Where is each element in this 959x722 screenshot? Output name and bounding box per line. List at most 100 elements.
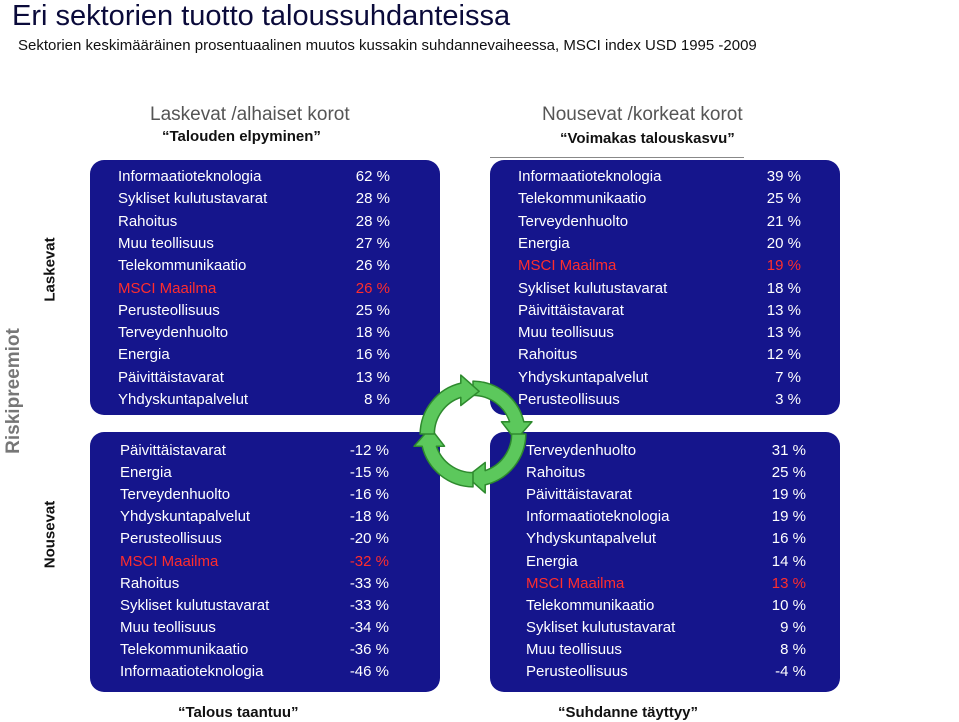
sector-name: Energia (518, 234, 570, 252)
sector-value: 31 % (771, 442, 806, 459)
sector-name: Telekommunikaatio (518, 190, 647, 208)
sector-row: Sykliset kulutustavarat 9 % (526, 617, 806, 639)
sector-value: 25 % (355, 301, 390, 319)
sector-name: Yhdyskuntapalvelut (120, 508, 251, 526)
sector-row: Päivittäistavarat 13 % (518, 300, 801, 322)
sector-row: Rahoitus 28 % (118, 211, 390, 233)
sector-name: Terveydenhuolto (120, 486, 231, 504)
sector-value: 39 % (766, 168, 801, 185)
sector-name: Sykliset kulutustavarat (118, 190, 268, 208)
risk-premium-axis-label: Riskipreemiot (3, 328, 24, 454)
sector-row: MSCI Maailma -32 % (120, 551, 389, 573)
sector-name: MSCI Maailma (526, 574, 625, 592)
sector-value: 3 % (775, 391, 801, 408)
sector-name: Sykliset kulutustavarat (120, 596, 270, 614)
sector-row: Päivittäistavarat -12 % (120, 440, 389, 462)
sector-name: Yhdyskuntapalvelut (526, 530, 657, 548)
sector-value: 13 % (355, 368, 390, 386)
sector-row: Informaatioteknologia -46 % (120, 661, 389, 683)
panel-bottom-left (90, 432, 440, 692)
sector-name: Rahoitus (518, 346, 578, 364)
sector-value: 19 % (771, 508, 806, 526)
divider-line (490, 157, 744, 158)
sector-row: Telekommunikaatio -36 % (120, 639, 389, 661)
sector-name: MSCI Maailma (120, 552, 219, 570)
sector-row: Yhdyskuntapalvelut 16 % (526, 528, 806, 550)
sector-value: -18 % (349, 508, 389, 526)
sector-name: Terveydenhuolto (518, 212, 629, 230)
sector-name: Muu teollisuus (120, 618, 216, 636)
sector-row: Informaatioteknologia 19 % (526, 506, 806, 528)
sector-row: Energia 20 % (518, 233, 801, 255)
sector-name: Energia (118, 346, 170, 364)
sector-row: MSCI Maailma 26 % (118, 278, 390, 300)
sector-row: Sykliset kulutustavarat 28 % (118, 188, 390, 210)
sector-value: -16 % (349, 486, 389, 504)
top-row-label: Laskevat (41, 237, 59, 302)
sector-value: -12 % (349, 442, 389, 459)
sector-name: Informaatioteknologia (526, 508, 670, 526)
sector-row: MSCI Maailma 19 % (518, 255, 801, 277)
sector-name: Sykliset kulutustavarat (518, 279, 668, 297)
sector-value: -34 % (349, 618, 389, 636)
sector-value: 13 % (766, 324, 801, 342)
sector-name: Perusteollisuus (518, 391, 620, 408)
sector-row: Perusteollisuus -20 % (120, 528, 389, 550)
sector-row: MSCI Maailma 13 % (526, 573, 806, 595)
sector-name: Terveydenhuolto (526, 442, 637, 459)
sector-value: 16 % (355, 346, 390, 364)
sector-row: Energia -15 % (120, 462, 389, 484)
sector-name: Informaatioteknologia (118, 168, 262, 185)
sector-value: 8 % (364, 391, 390, 408)
sector-value: -46 % (349, 663, 389, 680)
sector-value: 18 % (766, 279, 801, 297)
sector-row: Muu teollisuus 27 % (118, 233, 390, 255)
sector-name: Sykliset kulutustavarat (526, 618, 676, 636)
sector-value: 16 % (771, 530, 806, 548)
sector-name: Rahoitus (120, 574, 180, 592)
sector-value: 19 % (766, 257, 801, 275)
sector-name: Informaatioteknologia (518, 168, 662, 185)
sector-name: Yhdyskuntapalvelut (518, 368, 649, 386)
sector-name: Muu teollisuus (118, 234, 214, 252)
sector-row: Telekommunikaatio 26 % (118, 255, 390, 277)
sector-row: Informaatioteknologia 62 % (118, 166, 390, 188)
sector-row: Perusteollisuus -4 % (526, 661, 806, 683)
sector-value: 8 % (780, 640, 806, 658)
sector-value: 14 % (771, 552, 806, 570)
sector-name: Rahoitus (526, 464, 586, 482)
sector-value: 18 % (355, 324, 390, 342)
sector-row: Telekommunikaatio 25 % (518, 188, 801, 210)
sector-name: Energia (526, 552, 578, 570)
sector-value: 26 % (355, 257, 390, 275)
sector-value: -33 % (349, 596, 389, 614)
bottom-right-phase: “Suhdanne täyttyy” (558, 704, 699, 721)
sector-row: Rahoitus -33 % (120, 573, 389, 595)
right-column-phase: “Voimakas talouskasvu” (560, 130, 735, 147)
sector-row: Yhdyskuntapalvelut -18 % (120, 506, 389, 528)
sector-row: Yhdyskuntapalvelut 7 % (518, 367, 801, 389)
sector-name: Telekommunikaatio (526, 596, 655, 614)
bottom-row-label: Nousevat (41, 500, 59, 569)
sector-name: Muu teollisuus (526, 640, 622, 658)
sector-name: MSCI Maailma (518, 257, 617, 275)
sector-value: 26 % (355, 279, 390, 297)
sector-row: Terveydenhuolto 21 % (518, 211, 801, 233)
sector-row: Perusteollisuus 25 % (118, 300, 390, 322)
sector-value: 9 % (780, 618, 806, 636)
left-column-heading: Laskevat /alhaiset korot (150, 104, 350, 125)
panel-top-left (90, 160, 440, 415)
sector-row: Sykliset kulutustavarat 18 % (518, 278, 801, 300)
sector-name: Perusteollisuus (118, 301, 220, 319)
sector-value: 13 % (766, 301, 801, 319)
bottom-left-phase: “Talous taantuu” (178, 704, 299, 721)
sector-name: Muu teollisuus (518, 324, 614, 342)
sector-row: Muu teollisuus -34 % (120, 617, 389, 639)
sector-row: Energia 16 % (118, 344, 390, 366)
sector-name: Telekommunikaatio (118, 257, 247, 275)
sector-name: Päivittäistavarat (526, 486, 632, 504)
sector-row: Sykliset kulutustavarat -33 % (120, 595, 389, 617)
left-column-phase: “Talouden elpyminen” (162, 128, 321, 145)
sector-name: Päivittäistavarat (118, 368, 224, 386)
sector-row: Telekommunikaatio 10 % (526, 595, 806, 617)
